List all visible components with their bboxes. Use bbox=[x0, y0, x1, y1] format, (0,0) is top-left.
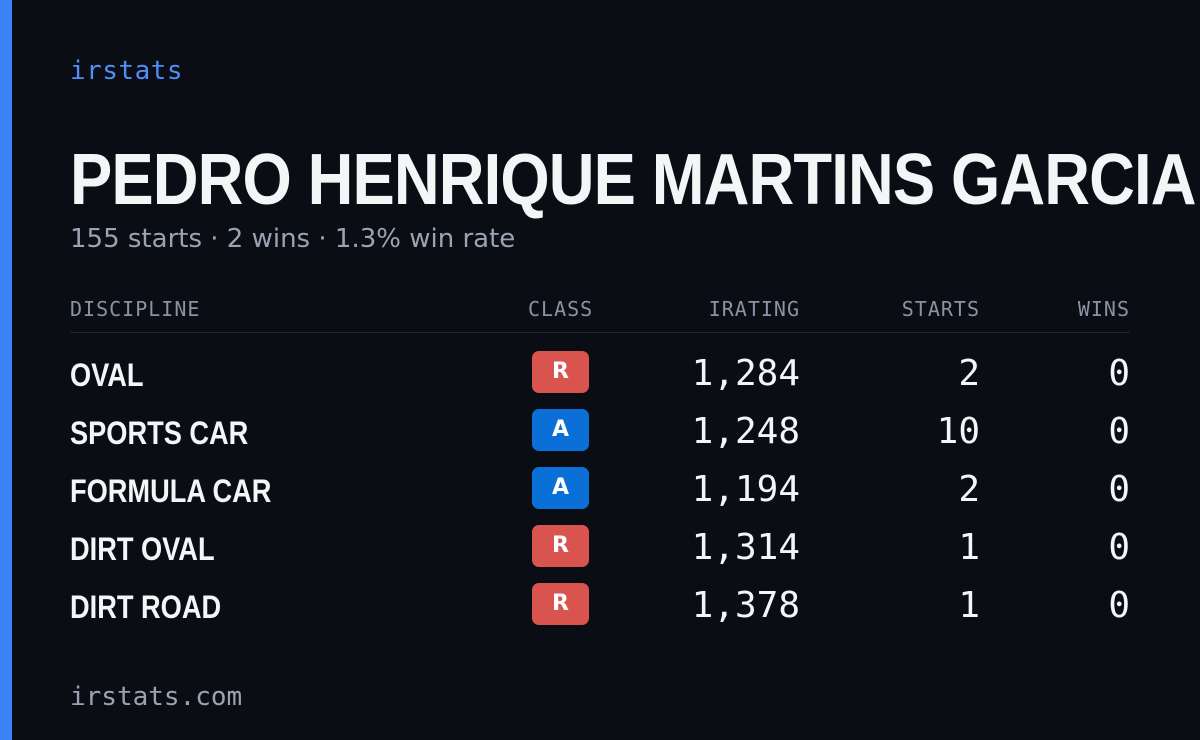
wins-value: 0 bbox=[1108, 353, 1130, 394]
wins-value: 0 bbox=[1108, 527, 1130, 568]
column-header-discipline: DISCIPLINE bbox=[70, 297, 201, 321]
discipline-name: FORMULA CAR bbox=[70, 473, 272, 509]
irating-value: 1,194 bbox=[691, 469, 800, 510]
accent-bar bbox=[0, 0, 12, 740]
wins-value: 0 bbox=[1108, 411, 1130, 452]
irating-value: 1,248 bbox=[691, 411, 800, 452]
irating-value: 1,284 bbox=[691, 353, 800, 394]
table-row: SPORTS CAR A 1,248 10 0 bbox=[70, 407, 1130, 465]
discipline-name: DIRT OVAL bbox=[70, 531, 215, 567]
class-badge: R bbox=[532, 525, 589, 567]
table-row: OVAL R 1,284 2 0 bbox=[70, 349, 1130, 407]
column-header-starts: STARTS bbox=[901, 297, 980, 321]
table-row: FORMULA CAR A 1,194 2 0 bbox=[70, 465, 1130, 523]
starts-value: 2 bbox=[958, 353, 980, 394]
starts-value: 2 bbox=[958, 469, 980, 510]
class-badge: A bbox=[532, 409, 589, 451]
table-header: DISCIPLINE CLASS IRATING STARTS WINS bbox=[70, 294, 1130, 333]
discipline-name: OVAL bbox=[70, 357, 144, 393]
class-badge: A bbox=[532, 467, 589, 509]
discipline-table: DISCIPLINE CLASS IRATING STARTS WINS OVA… bbox=[70, 294, 1130, 639]
irating-value: 1,314 bbox=[691, 527, 800, 568]
brand-logo[interactable]: irstats bbox=[70, 56, 184, 86]
irating-value: 1,378 bbox=[691, 585, 800, 626]
starts-value: 10 bbox=[936, 411, 980, 452]
discipline-name: DIRT ROAD bbox=[70, 589, 222, 625]
class-badge: R bbox=[532, 583, 589, 625]
driver-name: PEDRO HENRIQUE MARTINS GARCIA bbox=[70, 140, 1196, 220]
table-row: DIRT ROAD R 1,378 1 0 bbox=[70, 581, 1130, 639]
class-badge: R bbox=[532, 351, 589, 393]
starts-value: 1 bbox=[958, 527, 980, 568]
wins-value: 0 bbox=[1108, 585, 1130, 626]
driver-summary: 155 starts · 2 wins · 1.3% win rate bbox=[70, 224, 516, 254]
footer-url[interactable]: irstats.com bbox=[70, 682, 243, 712]
table-row: DIRT OVAL R 1,314 1 0 bbox=[70, 523, 1130, 581]
column-header-irating: IRATING bbox=[708, 297, 800, 321]
column-header-wins: WINS bbox=[1077, 297, 1130, 321]
wins-value: 0 bbox=[1108, 469, 1130, 510]
discipline-name: SPORTS CAR bbox=[70, 415, 249, 451]
starts-value: 1 bbox=[958, 585, 980, 626]
table-body: OVAL R 1,284 2 0 SPORTS CAR A 1,248 10 0… bbox=[70, 349, 1130, 639]
column-header-class: CLASS bbox=[528, 297, 594, 321]
